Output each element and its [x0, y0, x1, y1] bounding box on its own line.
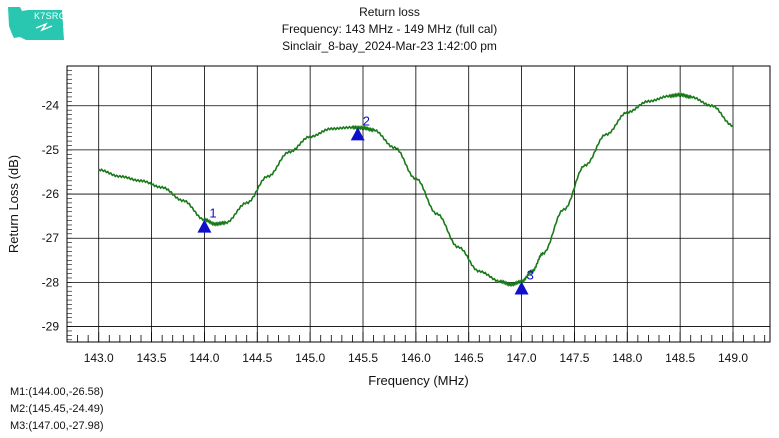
- marker-readout: M1:(144.00,-26.58) M2:(145.45,-24.49) M3…: [10, 384, 104, 435]
- marker-readout-1: M1:(144.00,-26.58): [10, 386, 104, 398]
- x-tick-label: 147.5: [559, 351, 589, 365]
- marker-triangle: [350, 127, 365, 141]
- y-tick-label: -27: [42, 231, 60, 245]
- chart-header: Return loss Frequency: 143 MHz - 149 MHz…: [0, 4, 779, 55]
- marker-triangle: [197, 219, 212, 233]
- y-tick-label: -25: [42, 143, 60, 157]
- y-tick-labels: -24 -25 -26 -27 -28 -29: [42, 99, 60, 334]
- x-axis-label: Frequency (MHz): [368, 373, 468, 388]
- x-tick-label: 147.0: [507, 351, 537, 365]
- marker-readout-2: M2:(145.45,-24.49): [10, 403, 104, 415]
- x-tick-label: 149.0: [718, 351, 748, 365]
- plot-area: [66, 65, 771, 343]
- chart-title: Return loss: [359, 5, 420, 19]
- chart-run-label: Sinclair_8-bay_2024-Mar-23 1:42:00 pm: [282, 39, 497, 53]
- state-logo: K7SRG: [6, 4, 68, 44]
- y-tick-label: -26: [42, 187, 60, 201]
- y-tick-label: -29: [42, 320, 60, 334]
- return-loss-series-line: [98, 92, 734, 288]
- marker-label: 1: [209, 206, 216, 221]
- y-tick-label: -24: [42, 99, 60, 113]
- washington-state-icon: [8, 7, 64, 40]
- x-tick-label: 146.5: [454, 351, 484, 365]
- x-tick-label: 145.0: [295, 351, 325, 365]
- x-tick-label: 143.5: [137, 351, 167, 365]
- logo-callsign: K7SRG: [34, 11, 67, 21]
- marker-group: 1 2 3: [197, 113, 534, 295]
- y-tick-label: -28: [42, 275, 60, 289]
- x-tick-labels: 143.0 143.5 144.0 144.5 145.0 145.5 146.0 146.5…: [84, 351, 749, 365]
- y-axis-label: Return Loss (dB): [6, 155, 21, 253]
- marker-triangle: [514, 281, 529, 295]
- x-tick-label: 148.0: [612, 351, 642, 365]
- x-tick-label: 146.0: [401, 351, 431, 365]
- marker-label: 2: [363, 113, 370, 128]
- minor-ticks: [66, 65, 766, 342]
- x-tick-label: 145.5: [348, 351, 378, 365]
- x-tick-label: 148.5: [665, 351, 695, 365]
- grid-lines: [67, 66, 770, 342]
- marker-label: 3: [527, 268, 534, 283]
- x-tick-label: 144.5: [242, 351, 272, 365]
- x-tick-label: 143.0: [84, 351, 114, 365]
- marker-readout-3: M3:(147.00,-27.98): [10, 420, 104, 432]
- chart-subtitle: Frequency: 143 MHz - 149 MHz (full cal): [281, 22, 498, 36]
- x-tick-label: 144.0: [189, 351, 219, 365]
